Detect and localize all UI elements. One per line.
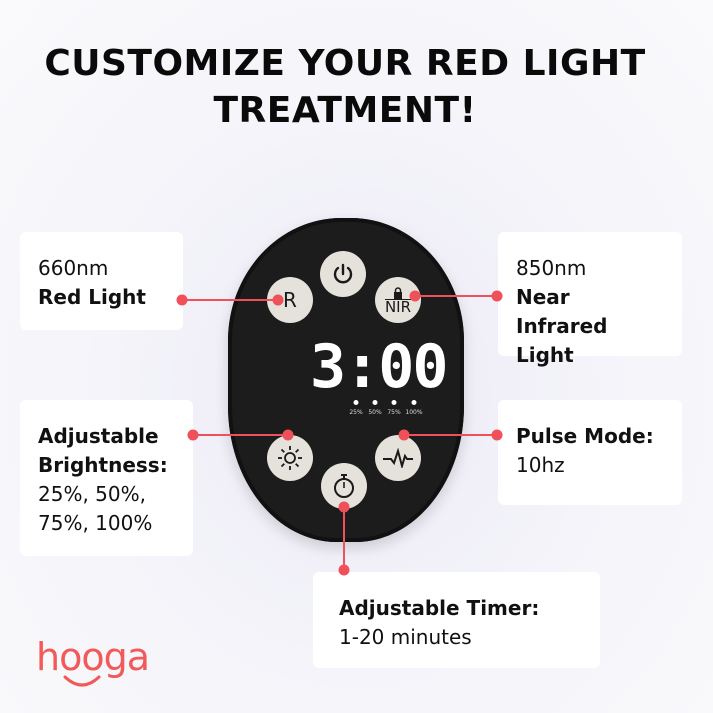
connector-dot	[491, 429, 503, 441]
card-nir: 850nm Near Infrared Light	[498, 232, 682, 367]
level-label: 50%	[368, 409, 382, 416]
brand-logo: hooga	[36, 635, 150, 687]
page-title: CUSTOMIZE YOUR RED LIGHT TREATMENT!	[44, 43, 646, 131]
connector-dot	[282, 429, 294, 441]
level-dot	[391, 400, 397, 405]
connector-dot	[176, 294, 188, 306]
level-label: 75%	[387, 409, 401, 416]
level-label: 25%	[349, 409, 363, 416]
power-button[interactable]	[320, 251, 366, 297]
card-red-light: 660nm Red Light	[20, 232, 183, 330]
level-dot	[372, 400, 378, 405]
card-brightness: Adjustable Brightness: 25%, 50%, 75%, 100%	[20, 400, 193, 556]
card-pulse: Pulse Mode: 10hz	[498, 400, 682, 505]
connector-brightness	[193, 434, 288, 436]
connector-dot	[338, 501, 350, 513]
connector-dot	[338, 564, 350, 576]
level-label: 100%	[405, 409, 423, 416]
connector-dot	[398, 429, 410, 441]
pulse-icon	[383, 448, 413, 468]
connector-pulse	[404, 434, 497, 436]
connector-nir	[415, 295, 497, 297]
brightness-button[interactable]	[267, 435, 313, 481]
card-timer: Adjustable Timer: 1-20 minutes	[313, 572, 600, 668]
sun-icon	[278, 446, 302, 470]
lock-icon	[394, 286, 402, 299]
connector-dot	[491, 290, 503, 302]
level-dot	[353, 400, 359, 405]
connector-red	[182, 299, 278, 301]
power-icon	[333, 263, 353, 284]
connector-dot	[409, 290, 421, 302]
timer-button[interactable]	[321, 463, 367, 509]
timer-display: 3:00	[310, 332, 449, 402]
pulse-button[interactable]	[375, 435, 421, 481]
smile-icon	[63, 675, 101, 687]
stopwatch-icon	[334, 474, 354, 498]
connector-dot	[187, 429, 199, 441]
level-dot	[411, 400, 417, 405]
connector-dot	[272, 294, 284, 306]
red-light-button[interactable]: R	[267, 277, 313, 323]
connector-timer	[343, 507, 345, 570]
nir-button[interactable]: NIR	[375, 277, 421, 323]
